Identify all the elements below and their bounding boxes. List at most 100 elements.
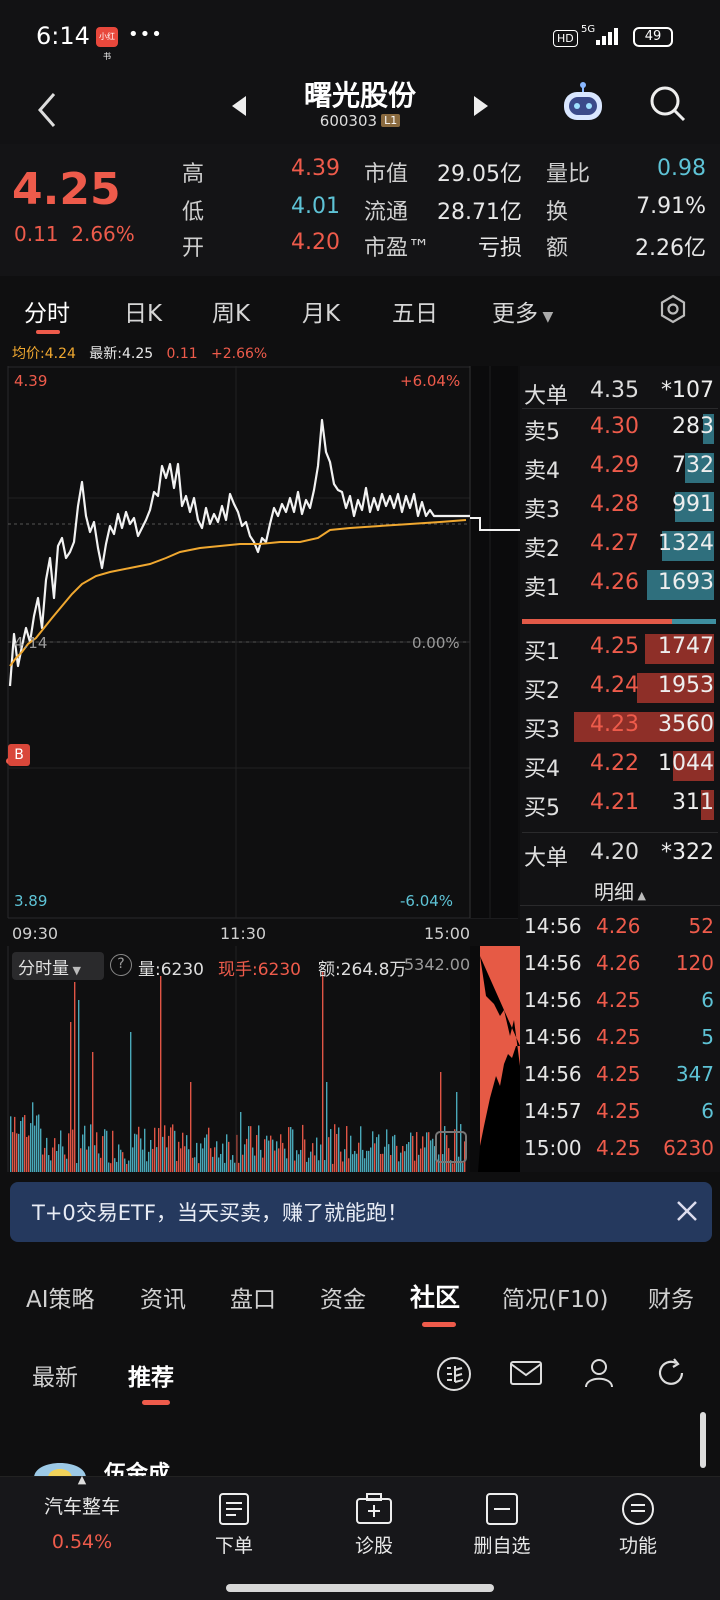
volume-bar — [410, 1132, 412, 1172]
search-icon[interactable] — [648, 84, 688, 124]
volume-bar — [174, 1130, 176, 1172]
intraday-price-chart[interactable] — [0, 366, 520, 922]
home-indicator[interactable] — [226, 1584, 494, 1592]
trade-volume: 120 — [675, 951, 714, 975]
tab-five-day[interactable]: 五日 — [392, 301, 438, 327]
subtab-latest[interactable]: 最新 — [32, 1365, 78, 1391]
volume-bar — [358, 1142, 360, 1172]
bid-row[interactable]: 买1 4.25 1747 — [524, 630, 714, 666]
volume-bar — [36, 1115, 38, 1172]
tab-more-label: 更多 — [492, 301, 538, 327]
settings-icon[interactable] — [658, 294, 688, 324]
detail-header[interactable]: 明细 ▲ — [520, 872, 720, 906]
bid-row[interactable]: 买3 4.23 3560 — [524, 708, 714, 744]
promo-banner[interactable]: T+0交易ETF，当天买卖，赚了就能跑！ — [10, 1182, 712, 1242]
remove-watchlist-button[interactable]: 删自选 — [452, 1491, 552, 1558]
detail-title: 明细 — [594, 880, 635, 904]
chart-high-pct: +6.04% — [400, 372, 461, 390]
diagnose-button[interactable]: 诊股 — [324, 1491, 424, 1558]
tab-capital[interactable]: 资金 — [320, 1287, 366, 1313]
ask-row[interactable]: 卖5 4.30 283 — [524, 410, 714, 446]
ask-row[interactable]: 卖4 4.29 732 — [524, 449, 714, 485]
tab-community[interactable]: 社区 — [410, 1283, 461, 1312]
volume-bar — [300, 1149, 302, 1172]
volume-bar — [14, 1116, 16, 1172]
tab-intraday[interactable]: 分时 — [24, 301, 70, 327]
order-level-volume: 311 — [672, 790, 714, 815]
volume-bar — [58, 1144, 60, 1172]
volume-bar — [274, 1150, 276, 1172]
volume-bar — [384, 1146, 386, 1172]
bid-row[interactable]: 买2 4.24 1953 — [524, 669, 714, 705]
volume-bar — [338, 1127, 340, 1172]
back-icon[interactable] — [30, 84, 66, 132]
volume-bar — [212, 1156, 214, 1172]
volume-bar — [264, 1139, 266, 1172]
ask-row[interactable]: 卖3 4.28 991 — [524, 488, 714, 524]
volume-bar — [16, 1133, 18, 1172]
volume-bar — [448, 1148, 450, 1172]
volume-bar — [234, 1162, 236, 1172]
volume-bar — [196, 1142, 198, 1172]
ask-row[interactable]: 卖1 4.26 1693 — [524, 566, 714, 602]
prev-stock-icon[interactable] — [230, 94, 250, 118]
amount-value: 2.26亿 — [635, 236, 706, 261]
tab-more[interactable]: 更多 ▼ — [492, 294, 553, 328]
tab-monthly-k[interactable]: 月K — [302, 301, 341, 327]
post-icon[interactable] — [436, 1356, 472, 1392]
volume-type-selector[interactable]: 分时量 ▼ — [12, 952, 104, 980]
ask-row[interactable]: 卖2 4.27 1324 — [524, 527, 714, 563]
tab-f10[interactable]: 简况(F10) — [502, 1287, 609, 1313]
volume-bar — [396, 1145, 398, 1172]
trade-row: 14:56 4.26 52 — [524, 910, 714, 946]
subtab-recommended[interactable]: 推荐 — [128, 1365, 174, 1391]
avatar[interactable] — [32, 1452, 88, 1478]
big-order-price: 4.20 — [590, 840, 639, 865]
volume-bar — [436, 1160, 438, 1172]
user-icon[interactable] — [582, 1356, 616, 1390]
sector-info[interactable]: ▲ 汽车整车 0.54% — [0, 1473, 164, 1553]
tab-orderbook[interactable]: 盘口 — [230, 1287, 276, 1313]
tab-news[interactable]: 资讯 — [140, 1287, 186, 1313]
latest-price: 最新:4.25 — [89, 346, 154, 362]
bid-row[interactable]: 买4 4.22 1044 — [524, 747, 714, 783]
caret-down-icon: ▼ — [69, 964, 81, 977]
order-level-label: 买1 — [524, 640, 560, 665]
app-notification-badge: 小红书 — [96, 27, 118, 61]
tab-weekly-k[interactable]: 周K — [212, 301, 251, 327]
volume-bar — [444, 1126, 446, 1172]
status-bar: 6:14 小红书 ••• HD 5G 49 — [0, 0, 720, 74]
tab-ai-strategy[interactable]: AI策略 — [26, 1287, 95, 1313]
help-icon[interactable]: ? — [110, 954, 132, 976]
tab-daily-k[interactable]: 日K — [124, 301, 163, 327]
volume-bar — [214, 1147, 216, 1172]
volume-bar — [188, 1149, 190, 1172]
tab-finance[interactable]: 财务 — [648, 1287, 694, 1313]
volume-bar — [92, 1052, 94, 1172]
pe-value: 亏损 — [477, 236, 522, 261]
buy-marker[interactable]: B — [8, 744, 30, 766]
next-stock-icon[interactable] — [470, 94, 490, 118]
volume-bar — [284, 1148, 286, 1172]
order-button[interactable]: 下单 — [184, 1491, 284, 1558]
volume-bar — [162, 1136, 164, 1172]
order-label: 下单 — [214, 1535, 253, 1557]
volume-bar — [208, 1127, 210, 1172]
close-icon[interactable] — [672, 1196, 702, 1226]
order-icon — [219, 1493, 249, 1525]
volume-bar — [372, 1131, 374, 1172]
current-hand: 现手:6230 — [218, 960, 301, 980]
mail-icon[interactable] — [508, 1358, 544, 1390]
functions-button[interactable]: 功能 — [588, 1491, 688, 1558]
trade-volume: 6 — [701, 1099, 714, 1123]
ai-assistant-icon[interactable] — [560, 80, 606, 126]
refresh-icon[interactable] — [654, 1356, 688, 1390]
order-level-label: 买4 — [524, 757, 560, 782]
bid-row[interactable]: 买5 4.21 311 — [524, 786, 714, 822]
scrollbar[interactable] — [700, 1412, 706, 1468]
volume-bar — [432, 1138, 434, 1172]
trade-detail-panel — [520, 872, 720, 1172]
order-level-volume: 3560 — [658, 712, 714, 737]
volume-chart[interactable] — [0, 946, 520, 1172]
open-label: 开 — [182, 236, 205, 261]
